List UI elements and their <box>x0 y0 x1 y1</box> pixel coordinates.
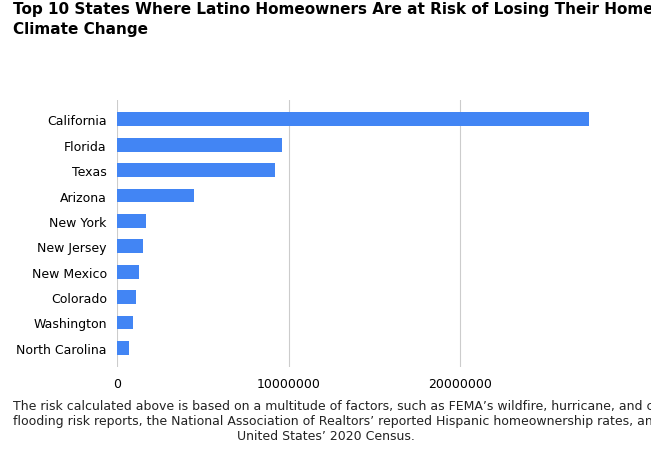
Bar <box>117 113 589 127</box>
Bar <box>117 316 133 330</box>
Bar <box>117 189 194 203</box>
Bar <box>117 240 143 254</box>
Bar <box>117 139 282 152</box>
Bar <box>117 291 136 304</box>
Text: The risk calculated above is based on a multitude of factors, such as FEMA’s wil: The risk calculated above is based on a … <box>13 399 651 427</box>
Bar <box>117 341 129 355</box>
Bar <box>117 164 275 178</box>
Bar <box>117 214 146 229</box>
Text: Top 10 States Where Latino Homeowners Are at Risk of Losing Their Homes Due to
C: Top 10 States Where Latino Homeowners Ar… <box>13 2 651 37</box>
Bar <box>117 265 139 279</box>
Text: United States’ 2020 Census.: United States’ 2020 Census. <box>236 429 415 442</box>
